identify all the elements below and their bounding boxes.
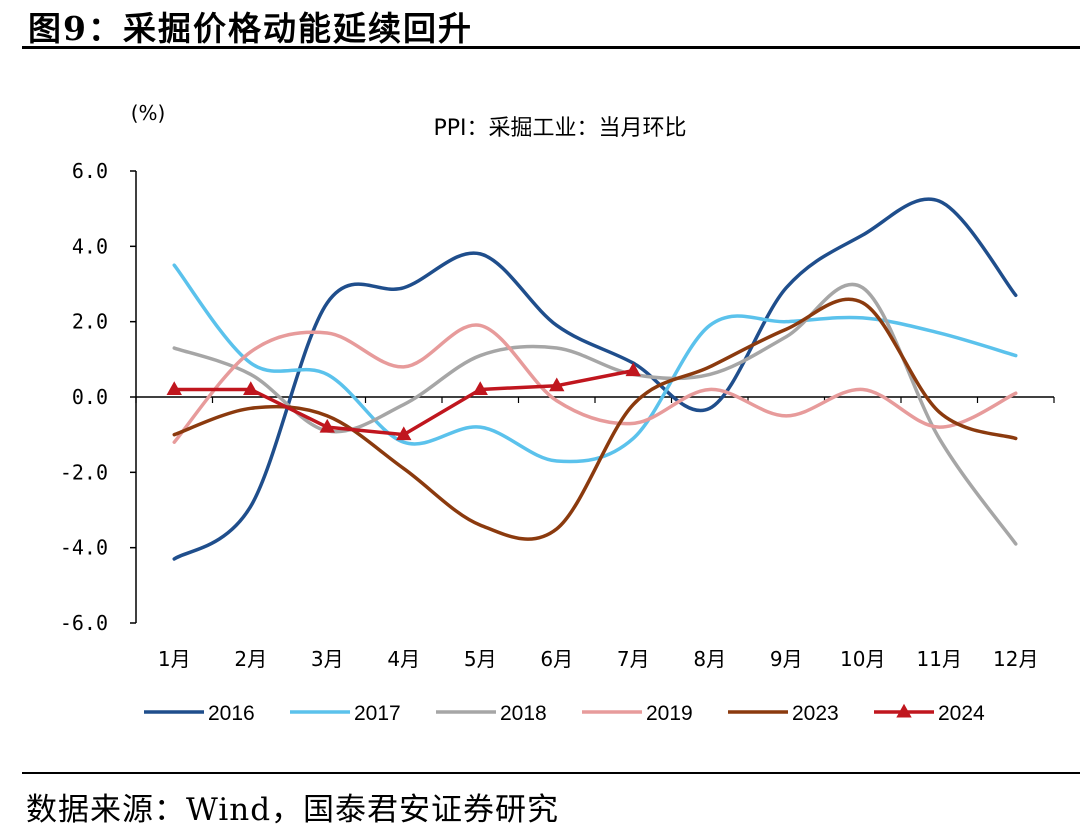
legend-label: 2019 <box>646 702 693 725</box>
series-2023 <box>172 297 1018 541</box>
x-tick-label: 7月 <box>617 647 650 671</box>
x-tick-label: 5月 <box>464 647 497 671</box>
series-line-2023 <box>172 297 1018 541</box>
legend-item-2017: 2017 <box>290 702 401 725</box>
y-unit-label: (%) <box>131 101 166 125</box>
series-2016 <box>172 197 1018 561</box>
y-tick-label: 4.0 <box>72 234 108 258</box>
series-layer <box>166 197 1018 561</box>
series-2018 <box>172 282 1018 546</box>
x-tick-label: 6月 <box>540 647 573 671</box>
data-point-2024 <box>319 418 335 433</box>
legend: 2016 2017 2018 2019 2023 2024 <box>144 702 985 725</box>
data-point-2024 <box>472 381 488 395</box>
x-tick-label: 2月 <box>234 647 267 671</box>
legend-label: 2024 <box>938 702 985 725</box>
data-point-2024 <box>396 426 412 441</box>
x-tick-label: 1月 <box>158 647 191 671</box>
series-2024 <box>166 362 641 441</box>
legend-item-2016: 2016 <box>144 702 255 725</box>
y-tick-label: -4.0 <box>60 536 108 560</box>
legend-item-2023: 2023 <box>728 702 839 725</box>
x-tick-label: 9月 <box>770 647 803 671</box>
legend-item-2019: 2019 <box>582 702 693 725</box>
data-point-2024 <box>243 381 259 395</box>
legend-item-2024: 2024 <box>874 702 985 725</box>
legend-marker <box>896 703 912 718</box>
data-point-2024 <box>625 362 641 377</box>
source-note: 数据来源：Wind，国泰君安证券研究 <box>26 792 560 828</box>
legend-label: 2016 <box>208 702 255 725</box>
y-tick-label: 0.0 <box>72 385 108 409</box>
x-tick-label: 10月 <box>840 647 885 671</box>
data-point-2024 <box>166 381 182 395</box>
data-point-2024 <box>549 377 565 392</box>
legend-label: 2023 <box>792 702 839 725</box>
axes: 6.0 4.0 2.0 0.0 -2.0 -4.0 -6.0 1月 2月 3月 4月 5月 6月 7月 8月… <box>60 159 1055 671</box>
y-tick-label: 6.0 <box>72 159 108 183</box>
figure-title: 图9：采掘价格动能延续回升 <box>28 9 473 48</box>
y-tick-label: 2.0 <box>72 310 108 334</box>
legend-label: 2017 <box>354 702 401 725</box>
x-tick-label: 12月 <box>993 647 1038 671</box>
series-2017 <box>172 263 1018 464</box>
series-2019 <box>172 323 1018 444</box>
source-rule <box>22 772 1080 774</box>
y-tick-label: -2.0 <box>60 460 108 484</box>
legend-item-2018: 2018 <box>436 702 547 725</box>
series-line-2018 <box>172 282 1018 546</box>
y-tick-label: -6.0 <box>60 611 108 635</box>
series-line-2016 <box>172 197 1018 561</box>
series-line-2019 <box>172 323 1018 444</box>
x-tick-label: 11月 <box>917 647 962 671</box>
x-tick-label: 8月 <box>693 647 726 671</box>
chart-title: PPI：采掘工业：当月环比 <box>433 116 686 141</box>
legend-label: 2018 <box>500 702 547 725</box>
x-tick-label: 4月 <box>387 647 420 671</box>
x-tick-label: 3月 <box>311 647 344 671</box>
title-rule <box>22 46 1080 49</box>
series-line-2017 <box>172 263 1018 464</box>
